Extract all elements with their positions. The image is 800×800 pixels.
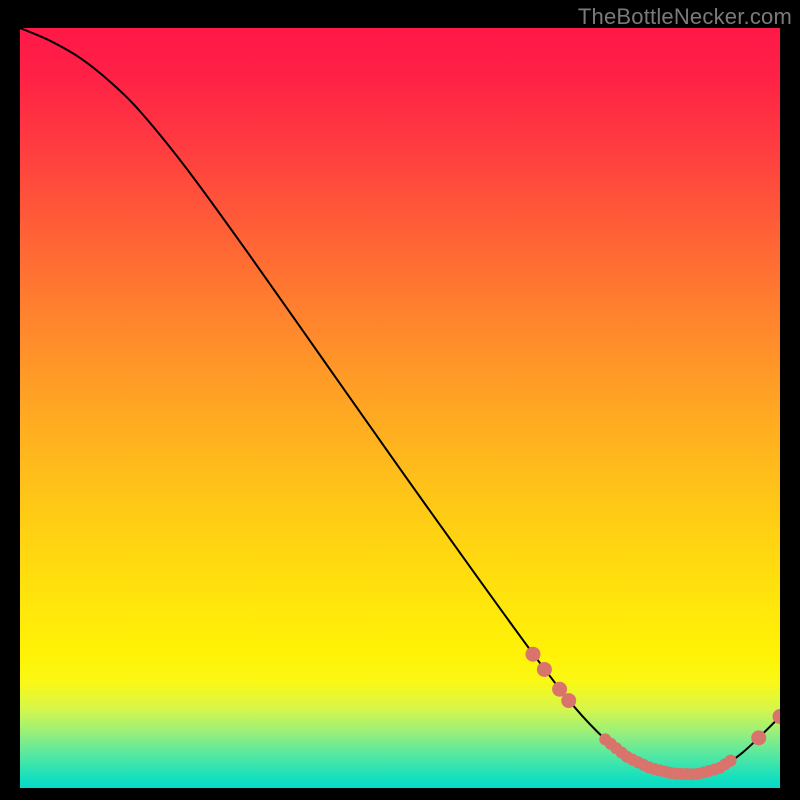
- background-gradient: [20, 28, 780, 788]
- plot-area: [20, 28, 780, 788]
- plot-svg: [20, 28, 780, 788]
- curve-marker: [725, 755, 736, 766]
- curve-marker: [562, 694, 576, 708]
- watermark-label: TheBottleNecker.com: [578, 4, 792, 30]
- curve-marker: [537, 662, 551, 676]
- curve-marker: [752, 731, 766, 745]
- curve-marker: [553, 682, 567, 696]
- stage: TheBottleNecker.com: [0, 0, 800, 800]
- curve-marker: [526, 647, 540, 661]
